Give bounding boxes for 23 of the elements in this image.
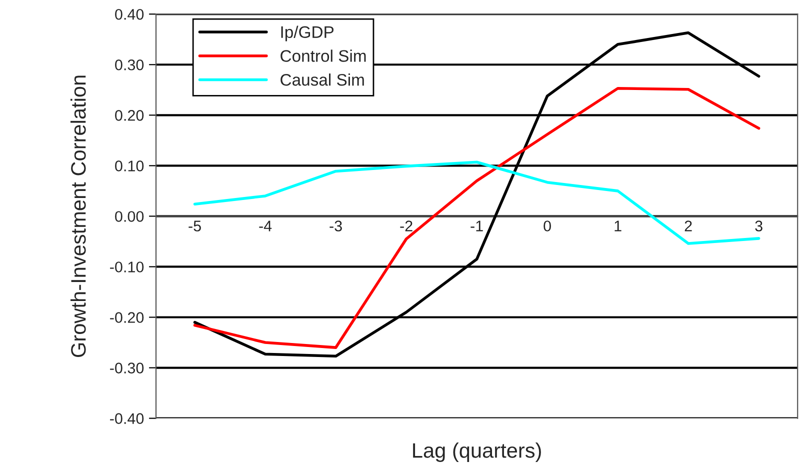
- y-tick-label: 0.00: [115, 211, 144, 222]
- legend-label: Control Sim: [280, 50, 366, 62]
- y-tick-label: 0.10: [115, 160, 144, 172]
- x-tick-label: 1: [614, 220, 622, 232]
- x-tick-label: -4: [259, 220, 272, 232]
- y-tick-label: -0.20: [110, 312, 144, 323]
- legend-label: Causal Sim: [280, 74, 364, 86]
- x-tick-label: 0: [544, 220, 551, 232]
- y-axis-title: Growth-Investment Correlation: [70, 76, 86, 357]
- y-tick-label: 0.40: [115, 8, 144, 20]
- y-tick-label: -0.10: [110, 262, 144, 272]
- x-tick-label: -1: [470, 220, 483, 232]
- x-tick-label: 3: [755, 220, 762, 232]
- y-tick-label: -0.40: [110, 413, 144, 424]
- legend-label: Ip/GDP: [281, 26, 334, 42]
- x-tick-label: 2: [684, 220, 692, 232]
- y-tick-label: 0.20: [115, 110, 144, 121]
- x-tick-label: -2: [400, 220, 412, 232]
- x-axis-title: Lag (quarters): [413, 442, 541, 462]
- y-tick-label: 0.30: [115, 59, 144, 70]
- x-tick-label: -5: [188, 220, 201, 232]
- x-tick-label: -3: [330, 220, 342, 232]
- y-tick-label: -0.30: [110, 362, 144, 374]
